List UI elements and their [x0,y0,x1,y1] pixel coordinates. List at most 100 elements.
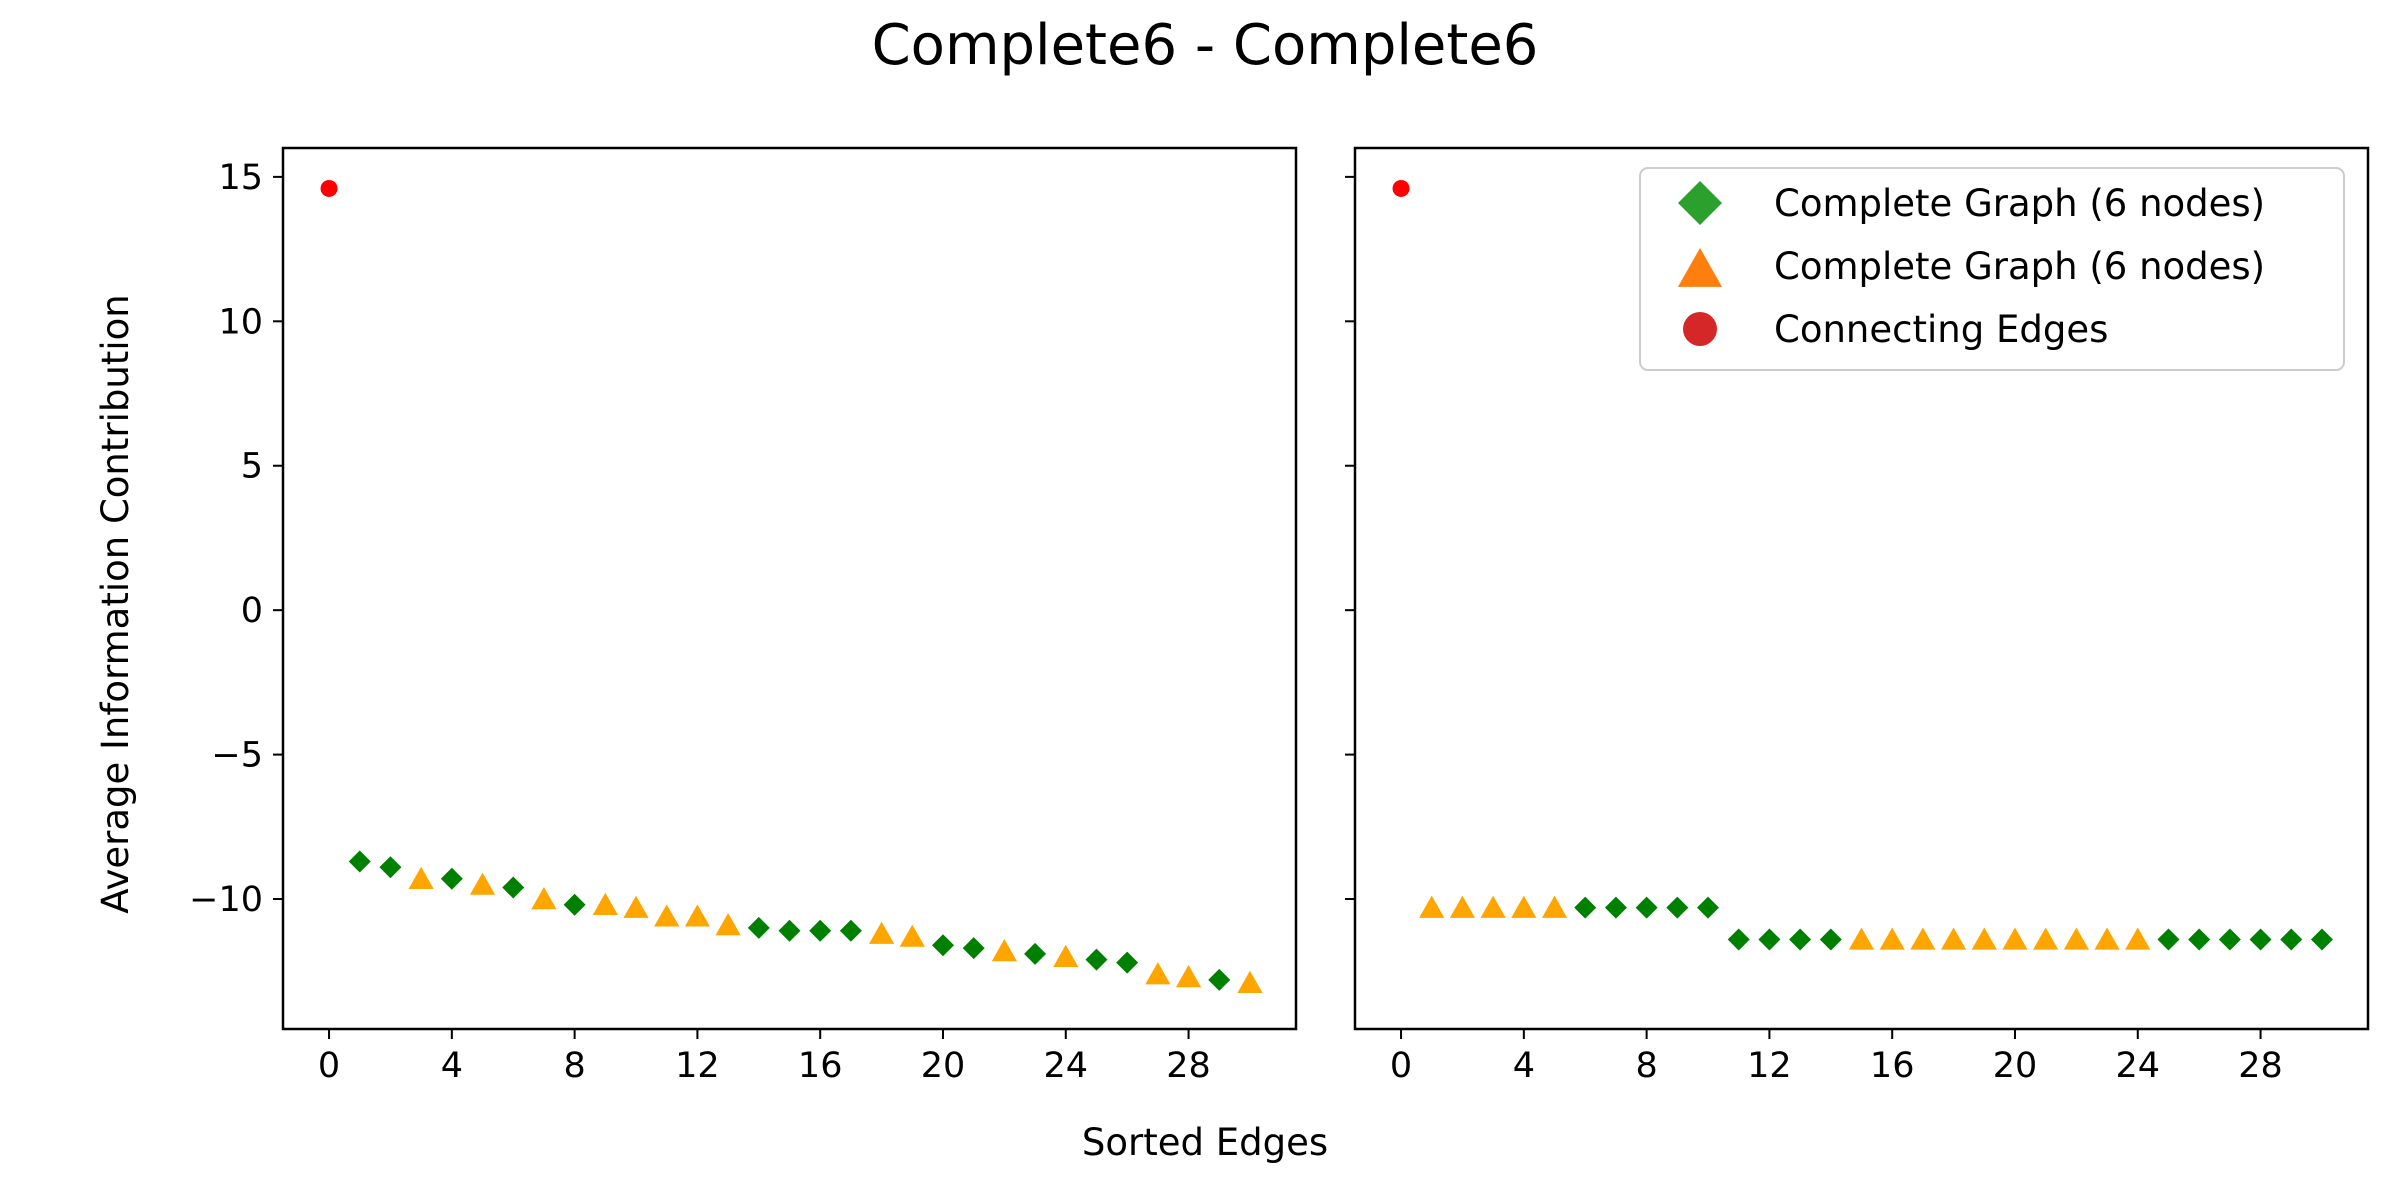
graph-a-point [440,867,463,890]
graph-a-point [1697,896,1720,919]
x-tick-label: 12 [1747,1046,1792,1086]
graph-a-point [1116,951,1139,974]
graph-a-point [2188,928,2211,951]
graph-b-point [1145,962,1171,985]
graph-b-point [868,921,895,944]
graph-a-point [1789,928,1812,951]
x-tick-label: 20 [921,1046,966,1086]
graph-b-point [469,872,496,895]
y-tick-label: 10 [218,302,263,342]
graph-b-point [715,913,741,936]
graph-b-point [684,904,711,927]
graph-b-point [2033,927,2059,950]
panel-right: 0 4 8 12 16 20 24 28 [1345,146,2370,1086]
x-tick-label: 4 [441,1046,463,1086]
graph-a-point [379,856,402,879]
legend-label: Complete Graph (6 nodes) [1774,245,2265,288]
x-tick-label: 4 [1513,1046,1535,1086]
legend-diamond-icon [1678,181,1722,225]
graph-b-point [1848,927,1875,950]
y-axis-label: Average Information Contribution [94,294,137,913]
x-tick-label: 28 [1166,1046,1211,1086]
panel-left: 0 4 8 12 16 20 24 28 15 10 5 0 −5 −10 [189,146,1298,1086]
chart-title: Complete6 - Complete6 [872,13,1539,78]
connecting-edge-point [1392,179,1410,197]
x-tick-label: 8 [1635,1046,1657,1086]
graph-b-point [408,866,434,889]
graph-a-point [1574,896,1597,919]
graph-b-point [2002,927,2028,950]
y-tick-label: 15 [218,158,263,198]
graph-a-point [2218,928,2241,951]
graph-a-point [962,937,985,960]
graph-b-point [1541,895,1568,918]
graph-a-point [1727,928,1750,951]
graph-a-point [1208,968,1231,991]
graph-a-point [747,916,770,939]
y-tick-label: −10 [189,880,263,920]
graph-b-point [2125,927,2151,950]
graph-b-point [623,895,649,918]
graph-b-point [1971,927,1997,950]
graph-b-point [2094,927,2120,950]
graph-b-point [899,924,925,947]
graph-b-point [1237,970,1263,993]
graph-b-point [1449,895,1476,918]
graph-a-point [2310,928,2333,951]
y-tick-label: −5 [211,736,263,776]
graph-b-point [2063,927,2089,950]
graph-a-point [839,919,862,942]
x-tick-label: 24 [2115,1046,2160,1086]
graph-b-point [991,939,1017,962]
graph-b-point [1480,895,1506,918]
legend-box [1639,167,2345,371]
graph-b-point [654,904,680,927]
graph-a-point [2157,928,2180,951]
graph-a-point [502,876,525,899]
plot-panels: 0 4 8 12 16 20 24 28 15 10 5 0 −5 −10 0 4 8 12 16 20 24 28 [189,146,2370,1086]
graph-b-point [531,887,557,910]
connecting-edge-point [320,179,338,197]
x-tick-label: 12 [675,1046,720,1086]
graph-a-point [1819,928,1842,951]
graph-b-point [592,892,618,915]
graph-a-point [1666,896,1689,919]
x-tick-label: 28 [2238,1046,2283,1086]
legend-label: Complete Graph (6 nodes) [1774,182,2265,225]
graph-a-point [1758,928,1781,951]
graph-a-point [2280,928,2303,951]
x-tick-label: 16 [1870,1046,1915,1086]
graph-b-point [1910,927,1936,950]
x-tick-label: 8 [563,1046,585,1086]
graph-b-point [1879,927,1905,950]
legend-circle-icon [1683,312,1717,346]
legend: Complete Graph (6 nodes) Complete Graph (… [1639,167,2345,371]
x-tick-label: 0 [318,1046,340,1086]
graph-b-point [1419,895,1445,918]
graph-b-point [1175,965,1202,988]
graph-b-point [1053,944,1079,967]
x-tick-label: 20 [1993,1046,2038,1086]
graph-a-point [1635,896,1658,919]
x-axis-label: Sorted Edges [1082,1121,1328,1164]
graph-a-point [931,934,954,957]
x-tick-label: 0 [1390,1046,1412,1086]
graph-a-point [1085,948,1108,971]
plot-frame [1353,146,2370,1031]
graph-b-point [1511,895,1537,918]
graph-a-point [809,919,832,942]
legend-label: Connecting Edges [1774,308,2108,351]
graph-a-point [348,850,371,873]
plot-frame [281,146,1298,1031]
x-tick-label: 24 [1043,1046,1088,1086]
graph-a-point [778,919,801,942]
legend-triangle-icon [1677,248,1723,287]
graph-a-point [1604,896,1627,919]
y-tick-label: 0 [241,591,263,631]
graph-b-point [1940,927,1967,950]
graph-a-point [563,893,586,916]
x-tick-label: 16 [798,1046,843,1086]
y-tick-label: 5 [241,447,263,487]
graph-a-point [2249,928,2272,951]
